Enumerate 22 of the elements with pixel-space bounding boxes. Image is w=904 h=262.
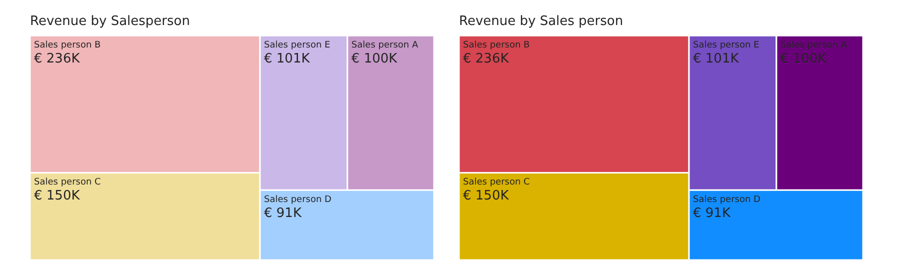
data-label: € 91K — [693, 206, 731, 221]
category-label: Sales person C — [463, 178, 530, 188]
category-label: Sales person E — [264, 40, 331, 50]
category-label: Sales person C — [34, 178, 101, 188]
data-label: € 236K — [34, 51, 80, 66]
data-label: € 150K — [34, 188, 80, 204]
data-label: € 101K — [264, 51, 310, 66]
data-label: € 91K — [264, 206, 302, 221]
data-label: € 101K — [693, 51, 740, 66]
category-label: Sales person E — [693, 40, 760, 50]
category-label: Sales person D — [264, 194, 332, 205]
category-label: Sales person B — [34, 40, 101, 50]
text: Revenue by Salesperson — [30, 14, 190, 30]
category-label: Sales person D — [693, 194, 761, 205]
category-label: Sales person B — [463, 40, 530, 50]
text: Revenue by Sales person — [459, 14, 624, 30]
data-label: € 236K — [463, 51, 510, 66]
data-label: € 150K — [463, 188, 510, 204]
category-label: Sales person A — [351, 40, 419, 50]
data-label: € 100K — [351, 51, 398, 66]
data-label: € 100K — [780, 51, 827, 66]
category-label: Sales person A — [780, 40, 848, 50]
